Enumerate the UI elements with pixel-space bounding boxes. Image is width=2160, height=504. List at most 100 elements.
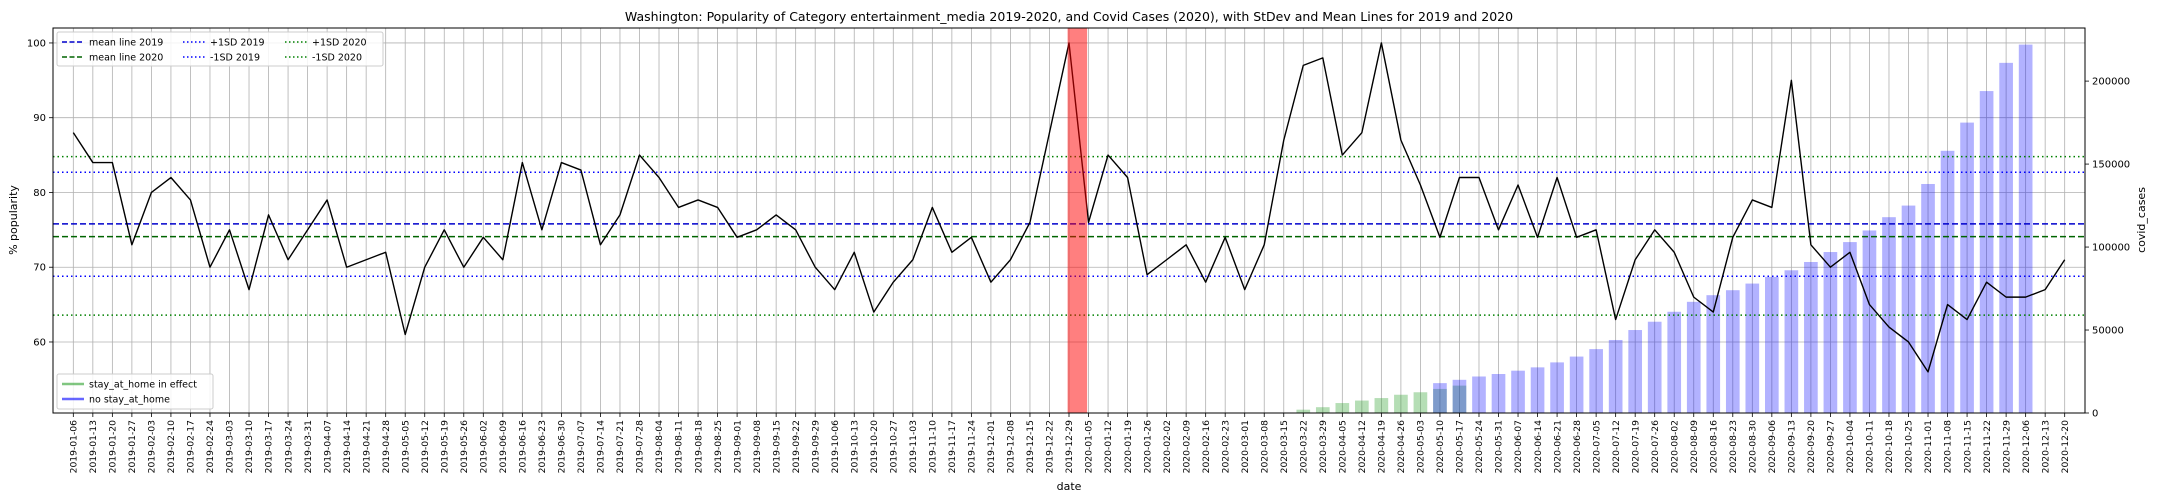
x-tick-label: 2020-07-12 [1611,420,1622,473]
x-tick-label: 2020-06-21 [1552,420,1563,473]
covid-bar [1628,330,1643,413]
covid-bar [1921,183,1935,413]
x-tick-label: 2020-11-22 [1982,420,1993,473]
legend-label: +1SD 2020 [312,38,367,49]
x-tick-label: 2020-07-05 [1591,420,1602,474]
x-tick-label: 2020-05-03 [1416,420,1427,474]
x-tick-label: 2020-02-09 [1181,420,1192,474]
covid-bar [1686,301,1701,413]
x-tick-label: 2019-08-04 [654,420,665,474]
x-tick-label: 2019-12-08 [1006,420,1017,474]
covid-bar [1589,349,1603,413]
x-tick-label: 2020-01-05 [1084,420,1095,474]
covid-bar [1511,370,1525,413]
covid-bar [1608,339,1623,413]
covid-bar [1530,367,1545,413]
x-tick-label: 2019-10-13 [849,420,860,474]
y-axis-right: 0 50000 100000 150000 200000 [2085,77,2130,420]
covid-bar [1667,311,1682,413]
x-tick-label: 2019-11-24 [967,420,978,474]
y-tick-label: 60 [33,337,46,348]
x-tick-label: 2019-08-25 [713,420,724,474]
x-tick-label: 2019-04-07 [322,420,333,474]
covid-bar [1804,261,1818,413]
x-tick-label: 2019-09-15 [771,420,782,474]
y-tick-label: 90 [33,113,46,124]
y2-tick-label: 150000 [2092,160,2130,171]
y-tick-label: 70 [33,263,46,274]
x-tick-label: 2019-12-01 [986,420,997,473]
x-tick-label: 2019-05-12 [420,420,431,473]
covid-bar [1355,400,1369,413]
x-tick-label: 2020-08-02 [1669,420,1680,473]
y-tick-label: 100 [27,38,46,49]
covid-bar [1706,295,1721,413]
covid-bar [1901,205,1916,413]
x-tick-label: 2020-09-06 [1767,420,1778,474]
x-tick-label: 2019-12-22 [1045,420,1056,473]
legend-label: +1SD 2019 [210,38,265,49]
y-axis-left: 60 70 80 90 100 [27,38,53,348]
highlight-band [1067,28,1088,413]
x-tick-label: 2020-04-12 [1357,420,1368,473]
x-tick-label: 2019-11-10 [928,420,939,474]
covid-bar [1765,276,1779,413]
x-tick-label: 2020-10-04 [1845,420,1856,474]
x-tick-label: 2019-01-27 [127,420,138,474]
x-tick-label: 2020-11-08 [1943,420,1954,474]
y2-tick-label: 50000 [2092,326,2124,337]
x-tick-label: 2019-04-14 [342,420,353,474]
covid-bar [1433,383,1447,413]
y2-axis-label: covid_cases [2135,187,2148,253]
legend-label: mean line 2020 [89,53,163,64]
x-tick-label: 2020-01-26 [1142,420,1153,474]
x-tick-label: 2019-05-05 [400,420,411,474]
x-tick-label: 2020-03-15 [1279,420,1290,474]
x-tick-label: 2020-06-07 [1513,420,1524,474]
covid-bar [1882,217,1896,413]
x-tick-label: 2019-02-17 [186,420,197,474]
x-axis-label: date [1057,480,1082,493]
covid-bar [1979,91,1994,413]
x-tick-label: 2019-12-29 [1064,420,1075,474]
x-tick-label: 2020-03-01 [1240,420,1251,473]
y2-tick-label: 200000 [2092,77,2130,88]
covid-bar [1745,283,1760,413]
x-tick-label: 2019-05-26 [459,420,470,474]
x-tick-label: 2020-08-30 [1748,420,1759,474]
covid-bar [1823,252,1838,413]
x-tick-label: 2019-09-29 [810,420,821,474]
x-tick-label: 2020-11-29 [2001,420,2012,474]
covid-bar [1374,398,1389,413]
x-tick-label: 2019-09-08 [752,420,763,474]
covid-bar [1452,379,1467,413]
x-tick-label: 2020-12-20 [2060,420,2071,474]
x-tick-label: 2020-06-14 [1533,420,1544,474]
x-tick-label: 2020-11-01 [1923,420,1934,473]
covid-bar [1960,122,1974,413]
x-tick-label: 2020-12-06 [2021,420,2032,474]
x-tick-label: 2019-10-20 [869,420,880,474]
highlight-rect [1067,28,1088,413]
x-axis: 2019-01-06 2019-01-13 2019-01-20 2019-01-27… [69,413,2071,473]
x-tick-label: 2019-04-21 [361,420,372,473]
x-tick-label: 2020-08-23 [1728,420,1739,474]
x-tick-label: 2019-08-11 [674,420,685,473]
covid-bar [1413,392,1428,413]
legend-label: no stay_at_home [89,395,170,406]
x-tick-label: 2019-09-01 [732,420,743,473]
x-tick-label: 2019-07-14 [596,420,607,474]
legend-label: -1SD 2019 [210,53,260,64]
y-tick-label: 80 [33,188,46,199]
covid-bar [1315,407,1330,413]
x-tick-label: 2019-06-09 [498,420,509,474]
x-tick-label: 2019-03-31 [303,420,314,473]
x-tick-label: 2020-09-20 [1806,420,1817,474]
covid-bar [1647,321,1662,413]
x-tick-label: 2019-07-21 [615,420,626,473]
covid-bar [1394,394,1408,413]
x-tick-label: 2020-03-22 [1298,420,1309,473]
x-tick-label: 2019-12-15 [1025,420,1036,474]
x-tick-label: 2020-10-25 [1904,420,1915,474]
